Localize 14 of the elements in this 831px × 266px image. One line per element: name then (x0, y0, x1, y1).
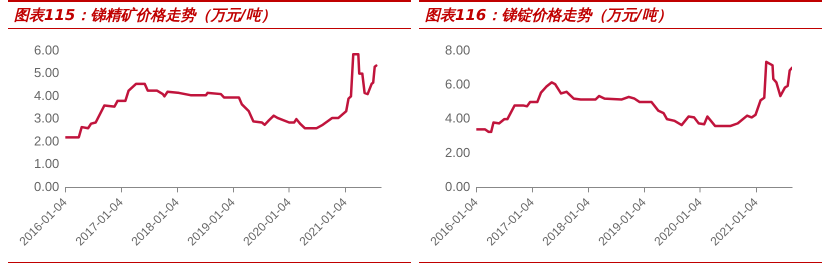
y-tick-label: 2.00 (34, 133, 60, 148)
y-tick-label: 6.00 (444, 76, 470, 92)
y-tick-label: 0.00 (444, 178, 470, 194)
chart-title: 图表115：锑精矿价格走势（万元/吨） (8, 2, 411, 29)
chart-title: 图表116：锑锭价格走势（万元/吨） (419, 2, 822, 29)
y-tick-label: 4.00 (34, 88, 60, 103)
y-tick-label: 3.00 (34, 110, 60, 126)
y-tick-label: 0.00 (34, 178, 60, 194)
y-tick-label: 2.00 (444, 144, 470, 160)
y-tick-label: 4.00 (444, 110, 470, 126)
y-tick-label: 6.00 (34, 42, 60, 58)
y-tick-label: 1.00 (34, 156, 60, 172)
y-tick-label: 8.00 (444, 42, 470, 58)
y-tick-label: 5.00 (34, 65, 60, 80)
